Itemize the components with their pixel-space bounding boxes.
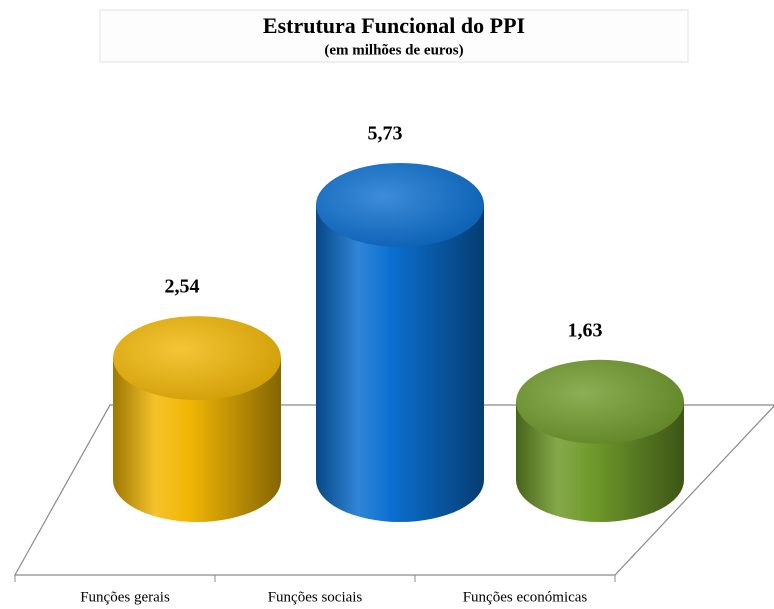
bar-top	[113, 316, 281, 401]
x-tick-label: Funções sociais	[268, 589, 363, 605]
bar	[113, 358, 281, 522]
chart-subtitle: (em milhões de euros)	[324, 42, 463, 58]
x-tick-label: Funções económicas	[463, 589, 588, 605]
value-label: 1,63	[568, 319, 603, 341]
x-tick-label: Funções gerais	[80, 589, 170, 605]
bar-top	[516, 359, 684, 444]
value-label: 5,73	[368, 123, 403, 145]
bar-top	[316, 162, 484, 247]
value-label: 2,54	[165, 276, 200, 298]
title-box	[99, 9, 689, 63]
chart-title: Estrutura Funcional do PPI	[263, 13, 525, 38]
bar	[316, 204, 484, 522]
